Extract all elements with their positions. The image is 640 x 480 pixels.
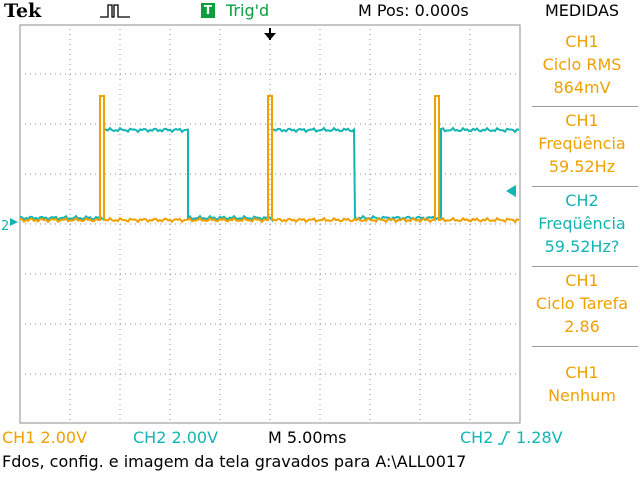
ch2-trigger-level-marker — [506, 185, 516, 197]
menu-separator — [532, 266, 638, 267]
graticule-grid — [19, 24, 521, 424]
channel-status-bar: CH1 2.00V CH2 2.00V M 5.00ms CH2 1.28V — [0, 428, 640, 448]
trigger-status-badge: T — [201, 3, 215, 18]
measurement-4-channel: CH1 — [565, 271, 599, 290]
trigger-source: CH2 — [460, 428, 494, 447]
menu-title: MEDIDAS — [544, 1, 620, 20]
measurement-4-name: Ciclo Tarefa — [535, 294, 629, 313]
measurement-3-channel: CH2 — [565, 191, 599, 210]
measurement-2-value: 59.52Hz — [548, 157, 616, 176]
measurement-3-value: 59.52Hz? — [544, 237, 620, 256]
svg-text:2: 2 — [1, 219, 9, 234]
ch2-waveform — [19, 126, 520, 223]
save-message: Fdos, config. e imagem da tela gravados … — [2, 452, 467, 471]
menu-separator — [532, 106, 638, 107]
measurement-menu: CH1 Ciclo RMS 864mV CH1 Freqüência 59.52… — [524, 24, 640, 426]
measurement-5-channel: CH1 — [565, 363, 599, 382]
ch1-waveform — [19, 95, 520, 224]
measurement-2-channel: CH1 — [565, 111, 599, 130]
trigger-level: 1.28V — [516, 428, 563, 447]
measurement-2[interactable]: CH1 Freqüência 59.52Hz — [524, 109, 640, 178]
measurement-1[interactable]: CH1 Ciclo RMS 864mV — [524, 30, 640, 99]
ch1-scale: CH1 2.00V — [2, 428, 88, 447]
trigger-status: Trig'd — [226, 1, 270, 20]
measurement-4-value: 2.86 — [564, 317, 600, 336]
rising-edge-icon — [498, 431, 510, 445]
measurement-3[interactable]: CH2 Freqüência 59.52Hz? — [524, 189, 640, 258]
top-status-bar: Tek T Trig'd M Pos: 0.000s MEDIDAS — [0, 0, 640, 24]
measurement-3-name: Freqüência — [538, 214, 626, 233]
measurement-4[interactable]: CH1 Ciclo Tarefa 2.86 — [524, 269, 640, 338]
horizontal-position: M Pos: 0.000s — [358, 1, 469, 20]
brand-logo: Tek — [4, 0, 42, 22]
acquisition-pulse-icon — [100, 4, 130, 18]
measurement-1-name: Ciclo RMS — [542, 55, 622, 74]
ch2-scale: CH2 2.00V — [133, 428, 219, 447]
measurement-5-name: Nenhum — [548, 386, 616, 405]
menu-separator — [532, 186, 638, 187]
measurement-5[interactable]: CH1 Nenhum — [524, 361, 640, 407]
measurement-2-name: Freqüência — [538, 134, 626, 153]
timebase: M 5.00ms — [268, 428, 347, 447]
trigger-position-marker — [264, 28, 276, 40]
menu-separator — [532, 346, 638, 347]
waveform-display: 2 — [1, 24, 521, 424]
measurement-1-channel: CH1 — [565, 32, 599, 51]
channel-ground-marker: 2 — [1, 218, 18, 234]
measurement-1-value: 864mV — [553, 78, 611, 97]
